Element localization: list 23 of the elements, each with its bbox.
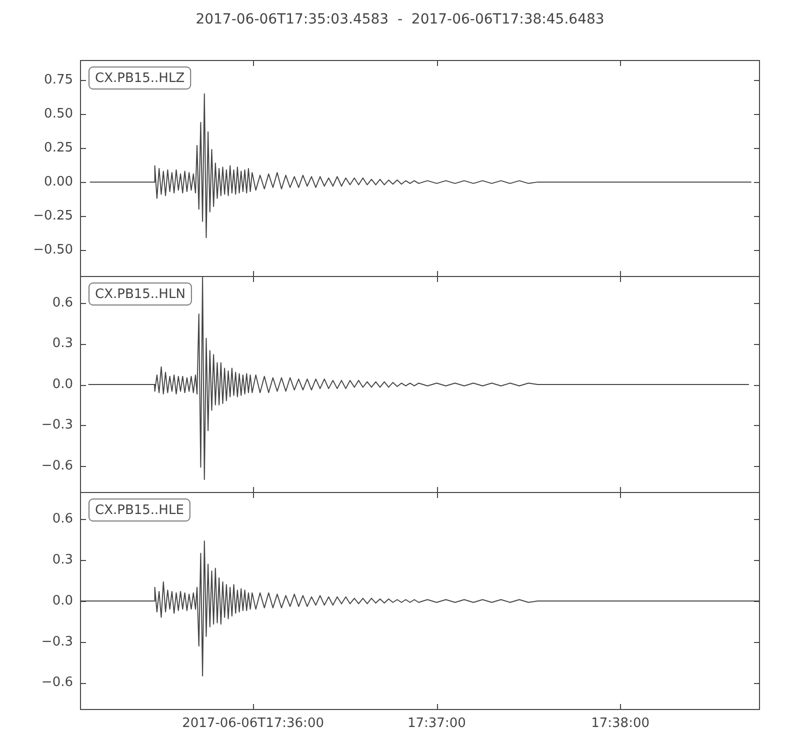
- y-tick-label: 0.3: [52, 336, 73, 352]
- y-tick-label: −0.6: [41, 675, 73, 690]
- y-tick-label: 0.25: [44, 140, 73, 156]
- x-tick-label: 17:38:00: [591, 716, 650, 732]
- y-tick-label: −0.3: [41, 634, 73, 650]
- y-tick-label: −0.3: [41, 418, 73, 433]
- y-tick-label: 0.0: [52, 593, 73, 608]
- y-tick-label: 0.75: [44, 72, 73, 88]
- x-tick-label: 17:37:00: [407, 716, 466, 732]
- chart-title: 2017-06-06T17:35:03.4583 - 2017-06-06T17:38:45.6483: [196, 12, 604, 28]
- y-tick-label: 0.3: [52, 552, 73, 568]
- x-tick-label: 2017-06-06T17:36:00: [182, 716, 324, 732]
- y-tick-label: 0.50: [44, 106, 73, 122]
- y-tick-label: −0.6: [41, 458, 73, 474]
- y-tick-label: −0.25: [33, 208, 73, 224]
- y-tick-label: 0.6: [52, 296, 73, 310]
- series-label: CX.PB15..HLZ: [95, 70, 185, 86]
- y-tick-label: 0.0: [52, 376, 73, 392]
- y-tick-label: 0.6: [52, 512, 73, 527]
- text: CX.PB15..HLE: [95, 502, 184, 518]
- y-tick-label: 0.00: [44, 174, 73, 190]
- y-tick-label: −0.50: [33, 242, 73, 258]
- series-label: CX.PB15..HLN: [95, 286, 186, 302]
